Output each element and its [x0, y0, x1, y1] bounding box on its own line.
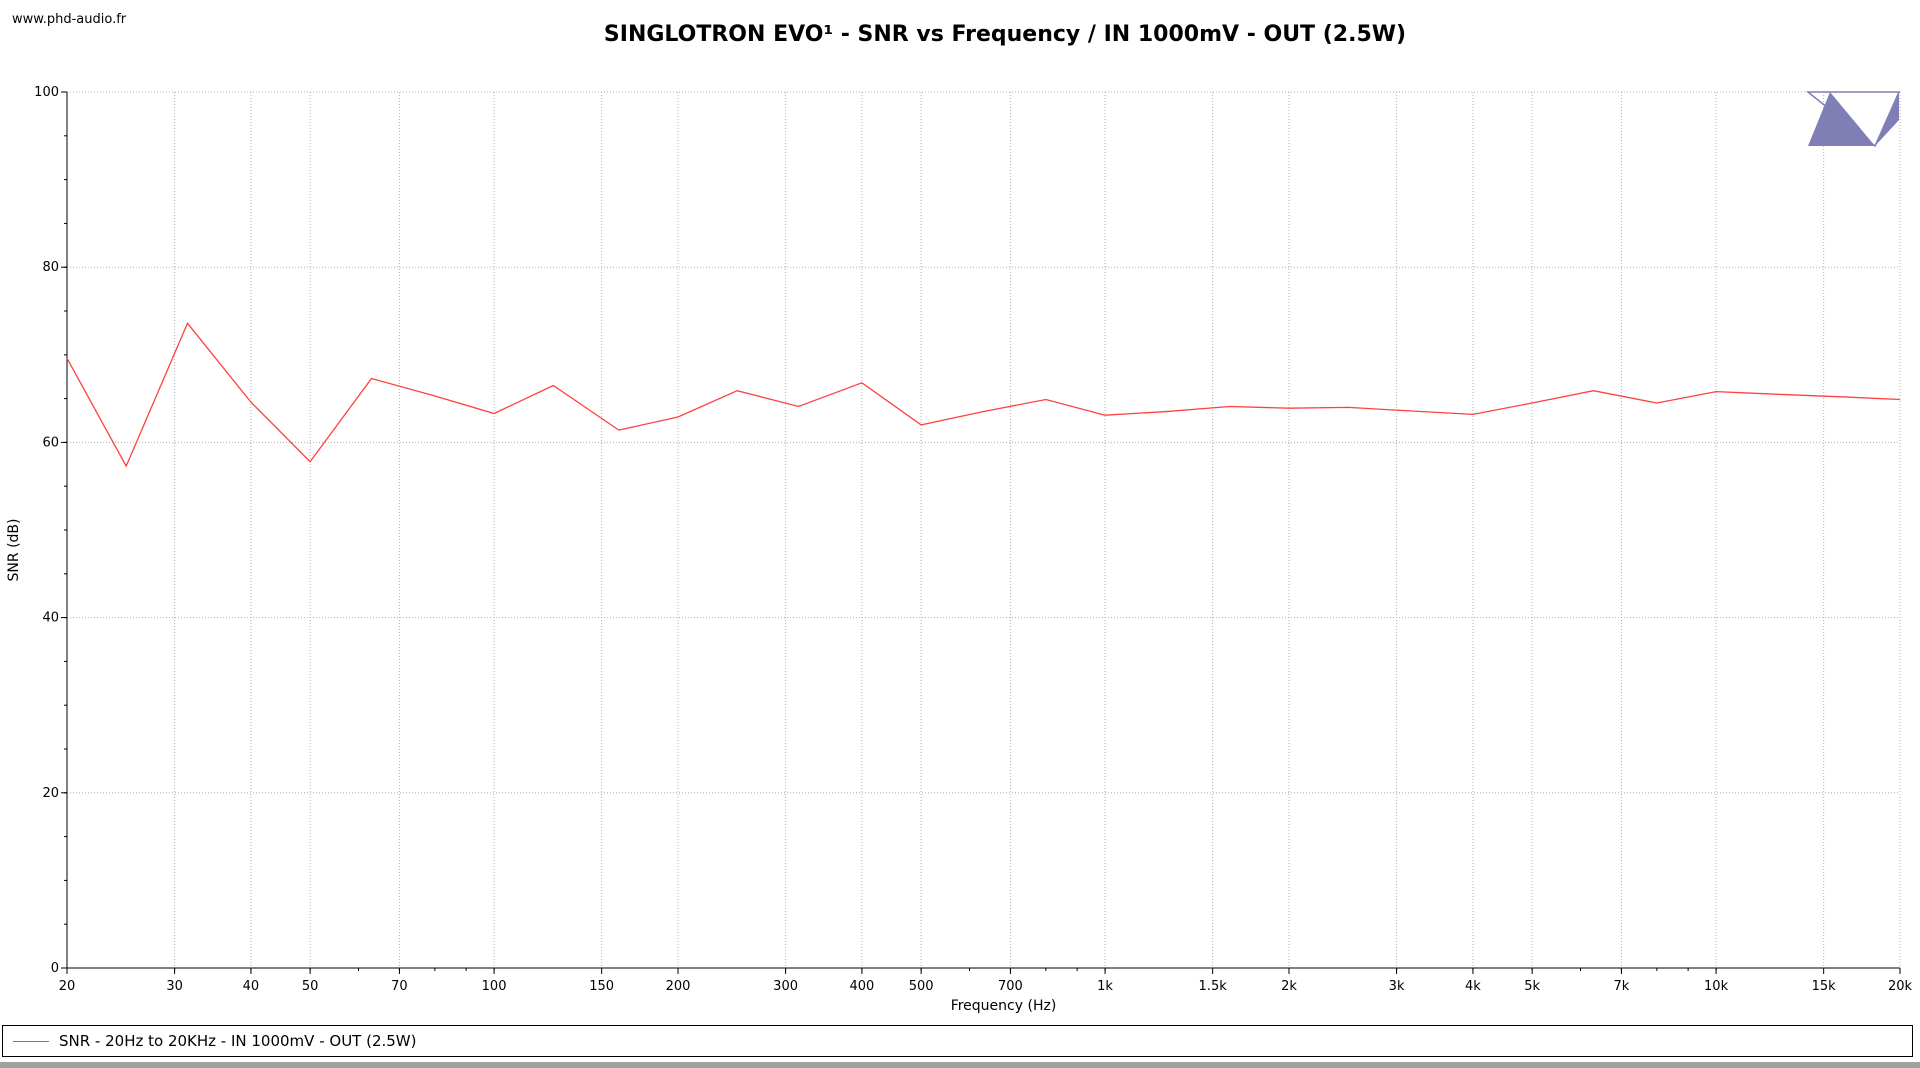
series-line	[66, 322, 1901, 468]
x-tick-label: 70	[391, 979, 408, 994]
x-tick-label: 200	[666, 979, 691, 994]
x-tick-label: 400	[850, 979, 875, 994]
bottom-bar	[0, 1062, 1920, 1068]
series	[66, 322, 1901, 468]
y-axis-label: SNR (dB)	[6, 519, 22, 582]
x-tick-label: 700	[998, 979, 1023, 994]
x-tick-label: 15k	[1812, 979, 1837, 994]
x-tick-label: 1.5k	[1199, 979, 1228, 994]
logo-shape-right	[1875, 92, 1899, 146]
chart-title: SINGLOTRON EVO¹ - SNR vs Frequency / IN …	[603, 22, 1407, 47]
legend-swatch	[13, 1040, 49, 1042]
legend: SNR - 20Hz to 20KHz - IN 1000mV - OUT (2…	[2, 1025, 1913, 1057]
x-tick-label: 50	[302, 979, 319, 994]
x-tick-label: 500	[909, 979, 934, 994]
x-tick-label: 20k	[1888, 979, 1913, 994]
x-tick-label: 20	[59, 979, 76, 994]
x-tick-label: 100	[482, 979, 507, 994]
ticks: 20 30 40 50 70 100 150 200 300 400 500 700 1k 1.5k 2k 3…	[34, 85, 1912, 994]
y-tick-label: 100	[34, 85, 59, 100]
axes	[66, 92, 1900, 969]
x-tick-label: 1k	[1097, 979, 1113, 994]
x-axis-label: Frequency (Hz)	[951, 998, 1057, 1014]
y-tick-label: 0	[51, 961, 59, 976]
logo	[1805, 91, 1901, 148]
y-tick-label: 60	[42, 435, 59, 450]
x-tick-label: 40	[243, 979, 260, 994]
x-tick-label: 3k	[1389, 979, 1405, 994]
legend-label: SNR - 20Hz to 20KHz - IN 1000mV - OUT (2…	[59, 1032, 417, 1050]
y-tick-label: 80	[42, 260, 59, 275]
logo-shape-left	[1808, 92, 1875, 146]
x-tick-label: 5k	[1524, 979, 1540, 994]
x-tick-label: 10k	[1704, 979, 1729, 994]
x-tick-label: 300	[773, 979, 798, 994]
x-tick-label: 2k	[1281, 979, 1297, 994]
x-tick-label: 7k	[1614, 979, 1630, 994]
y-tick-label: 20	[42, 786, 59, 801]
x-tick-label: 30	[166, 979, 183, 994]
site-url: www.phd-audio.fr	[12, 12, 127, 27]
x-tick-label: 4k	[1465, 979, 1481, 994]
x-tick-label: 150	[589, 979, 614, 994]
y-tick-label: 40	[42, 611, 59, 626]
grid	[66, 91, 1901, 969]
